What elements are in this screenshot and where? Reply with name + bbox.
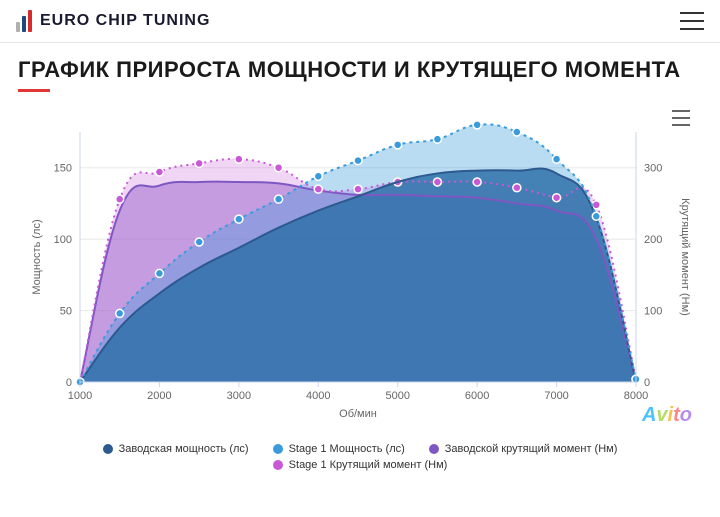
svg-text:8000: 8000 — [624, 390, 648, 402]
chart-container: 10002000300040005000600070008000Об/мин05… — [18, 102, 702, 437]
page-title: ГРАФИК ПРИРОСТА МОЩНОСТИ И КРУТЯЩЕГО МОМ… — [18, 57, 702, 83]
legend-marker-icon — [103, 444, 113, 454]
legend-label: Заводской крутящий момент (Нм) — [445, 443, 618, 455]
svg-text:150: 150 — [54, 163, 72, 175]
svg-text:3000: 3000 — [227, 390, 251, 402]
legend-label: Stage 1 Крутящий момент (Нм) — [289, 459, 448, 471]
svg-text:50: 50 — [60, 306, 72, 318]
svg-text:0: 0 — [644, 377, 650, 389]
logo[interactable]: EURO CHIP TUNING — [16, 10, 210, 32]
hamburger-menu-icon[interactable] — [680, 12, 704, 30]
legend-marker-icon — [429, 444, 439, 454]
svg-text:6000: 6000 — [465, 390, 489, 402]
svg-text:100: 100 — [54, 234, 72, 246]
svg-text:4000: 4000 — [306, 390, 330, 402]
svg-text:Крутящий момент (Нм): Крутящий момент (Нм) — [679, 198, 691, 316]
legend-item-stage1_torque[interactable]: Stage 1 Крутящий момент (Нм) — [273, 459, 448, 471]
power-torque-chart: 10002000300040005000600070008000Об/мин05… — [18, 102, 698, 432]
legend-item-stock_torque[interactable]: Заводской крутящий момент (Нм) — [429, 443, 618, 455]
svg-text:100: 100 — [644, 306, 662, 318]
svg-text:200: 200 — [644, 234, 662, 246]
svg-text:1000: 1000 — [68, 390, 92, 402]
legend-item-stage1_power[interactable]: Stage 1 Мощность (лс) — [273, 443, 405, 455]
header: EURO CHIP TUNING — [0, 0, 720, 43]
svg-text:2000: 2000 — [147, 390, 171, 402]
svg-text:Мощность (лс): Мощность (лс) — [31, 219, 43, 294]
brand-text: EURO CHIP TUNING — [40, 12, 210, 30]
legend-label: Заводская мощность (лс) — [119, 443, 249, 455]
svg-text:Об/мин: Об/мин — [339, 408, 377, 420]
svg-text:5000: 5000 — [385, 390, 409, 402]
legend-marker-icon — [273, 444, 283, 454]
chart-legend: Заводская мощность (лс) Stage 1 Мощность … — [18, 437, 702, 483]
legend-item-stock_power[interactable]: Заводская мощность (лс) — [103, 443, 249, 455]
svg-text:0: 0 — [66, 377, 72, 389]
svg-text:7000: 7000 — [544, 390, 568, 402]
legend-label: Stage 1 Мощность (лс) — [289, 443, 405, 455]
main-content: ГРАФИК ПРИРОСТА МОЩНОСТИ И КРУТЯЩЕГО МОМ… — [0, 43, 720, 493]
chart-context-menu-icon[interactable] — [672, 110, 690, 126]
title-underline — [18, 89, 50, 92]
svg-text:300: 300 — [644, 163, 662, 175]
logo-bars-icon — [16, 10, 32, 32]
legend-marker-icon — [273, 460, 283, 470]
avito-watermark: Avito — [642, 404, 692, 427]
